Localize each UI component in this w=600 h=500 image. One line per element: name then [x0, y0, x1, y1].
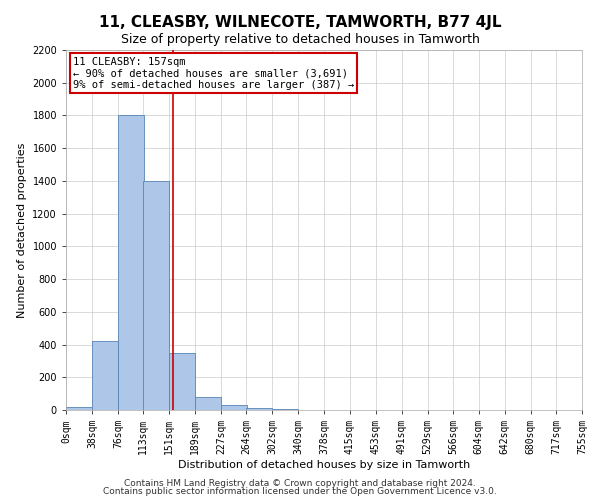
Text: Contains public sector information licensed under the Open Government Licence v3: Contains public sector information licen…: [103, 487, 497, 496]
Bar: [143, 181, 169, 410]
Bar: [118, 116, 144, 410]
Bar: [92, 342, 118, 410]
Y-axis label: Number of detached properties: Number of detached properties: [17, 142, 26, 318]
Text: Contains HM Land Registry data © Crown copyright and database right 2024.: Contains HM Land Registry data © Crown c…: [124, 478, 476, 488]
Bar: [66, 406, 92, 410]
X-axis label: Distribution of detached houses by size in Tamworth: Distribution of detached houses by size …: [178, 460, 470, 470]
Bar: [221, 405, 247, 410]
Text: 11, CLEASBY, WILNECOTE, TAMWORTH, B77 4JL: 11, CLEASBY, WILNECOTE, TAMWORTH, B77 4J…: [99, 15, 501, 30]
Bar: [272, 409, 298, 410]
Bar: [195, 397, 221, 410]
Bar: [169, 352, 195, 410]
Text: Size of property relative to detached houses in Tamworth: Size of property relative to detached ho…: [121, 32, 479, 46]
Bar: [247, 408, 272, 410]
Text: 11 CLEASBY: 157sqm
← 90% of detached houses are smaller (3,691)
9% of semi-detac: 11 CLEASBY: 157sqm ← 90% of detached hou…: [73, 56, 354, 90]
